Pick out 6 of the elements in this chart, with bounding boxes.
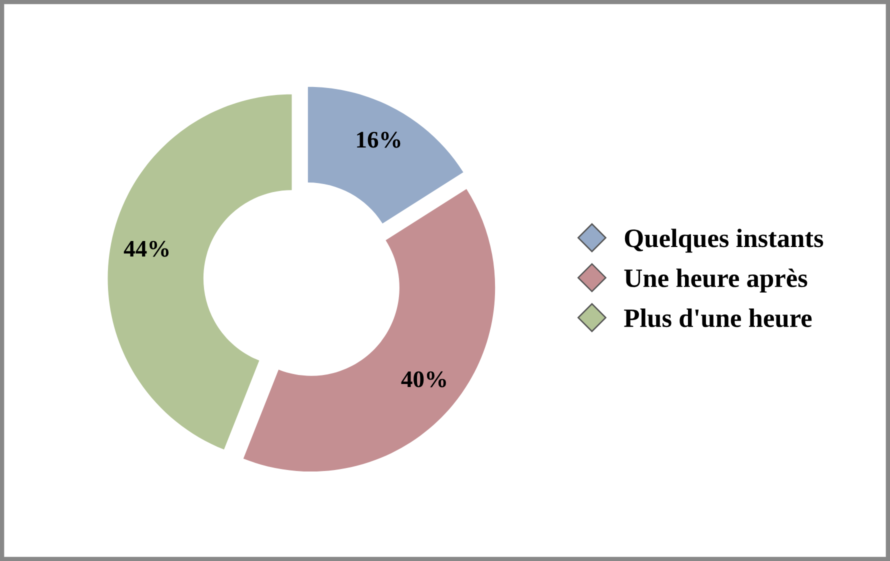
data-label: 44%: [124, 240, 169, 257]
legend-label: Une heure après: [624, 268, 808, 293]
data-label: 16%: [357, 132, 400, 148]
data-label: 40%: [401, 371, 446, 388]
legend-label: Plus d'une heure: [624, 308, 812, 328]
legend-label: Quelques instants: [624, 228, 824, 253]
